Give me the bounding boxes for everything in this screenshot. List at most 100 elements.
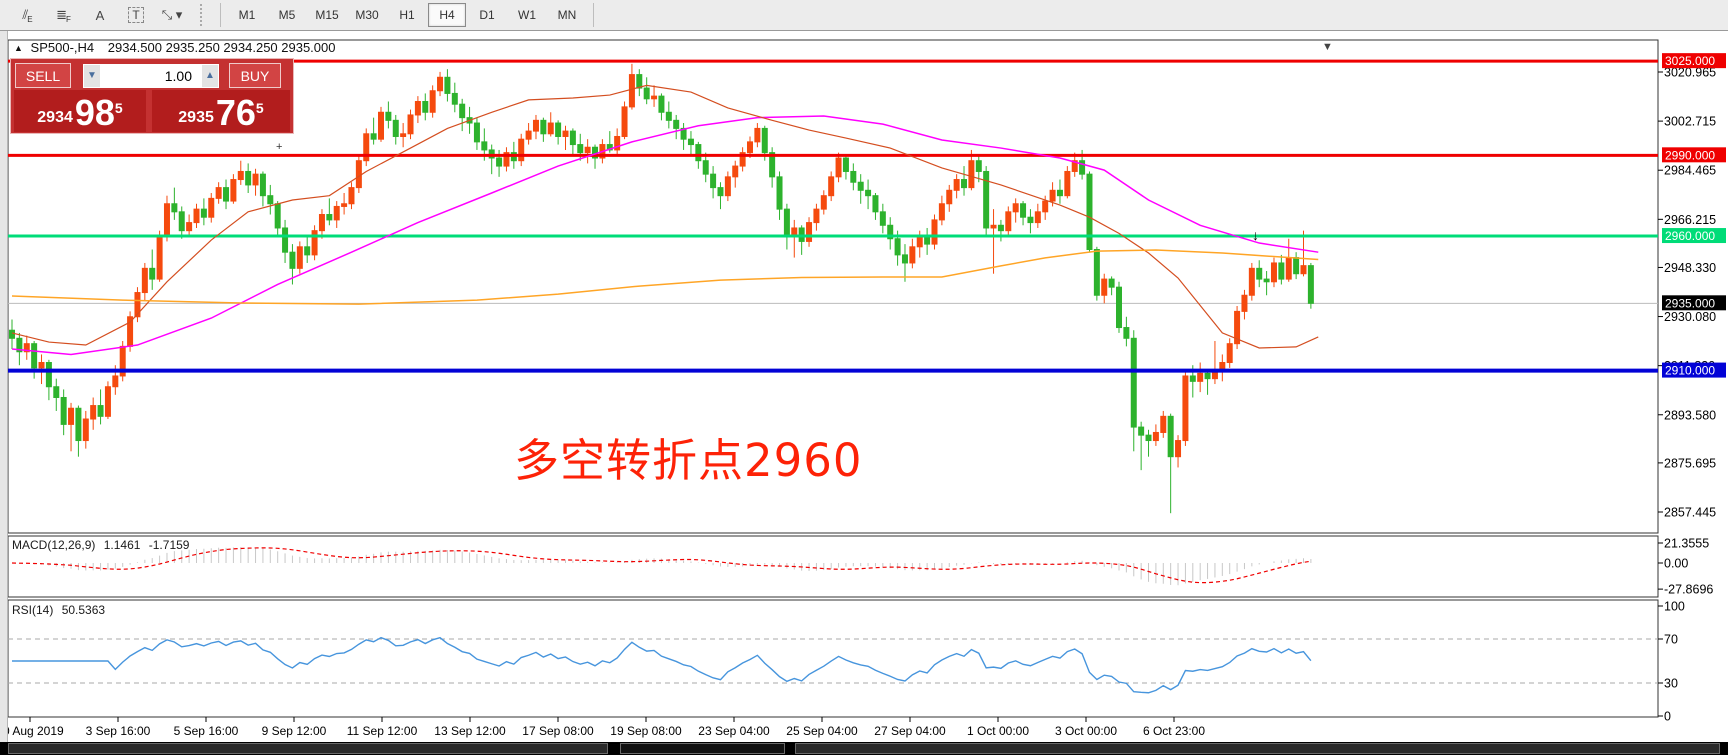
svg-text:2910.000: 2910.000	[1665, 364, 1715, 378]
ma-mid-magenta	[11, 115, 1319, 356]
svg-text:2960.000: 2960.000	[1665, 229, 1715, 243]
bottom-dock-segment[interactable]	[620, 743, 785, 754]
svg-text:1 Oct 00:00: 1 Oct 00:00	[967, 724, 1029, 738]
svg-text:5 Sep 16:00: 5 Sep 16:00	[174, 724, 239, 738]
volume-stepper: ▼ 1.00 ▲	[83, 63, 219, 88]
macd-value-main: 1.1461	[103, 538, 141, 552]
volume-input[interactable]: 1.00	[101, 63, 201, 88]
one-click-trading-panel: SELL ▼ 1.00 ▲ BUY 2934 98 5 2935 76 5	[10, 58, 294, 134]
symbol-label: SP500-,H4	[30, 40, 95, 55]
bottom-dock-bar	[0, 742, 1728, 755]
svg-text:3025.000: 3025.000	[1665, 54, 1715, 68]
sell-price-small: 2934	[37, 109, 73, 126]
text-icon[interactable]: A	[95, 7, 105, 23]
rsi-name: RSI(14)	[12, 603, 54, 617]
rsi-panel-border	[7, 599, 1659, 718]
price-axis: 3020.965 3002.715 2984.465 2966.215 2948.330…	[1658, 66, 1716, 519]
timeframe-button-M5[interactable]: M5	[278, 8, 296, 22]
drawing-tools-group: ⫽ E ≣ F A T ⤡ ▾	[10, 3, 190, 27]
ma-fast-redbrown	[11, 84, 1319, 349]
draw-channel-icon[interactable]: ⫽ E	[22, 7, 33, 24]
timeframe-button-H4[interactable]: H4	[428, 3, 466, 27]
collapse-arrow-icon[interactable]: ▲	[14, 43, 23, 53]
svg-text:30: 30	[1664, 677, 1678, 691]
fibonacci-icon[interactable]: ≣ F	[56, 7, 71, 24]
timeframe-button-MN[interactable]: MN	[557, 8, 577, 22]
toolbar-separator-2	[593, 3, 594, 27]
svg-text:11 Sep 12:00: 11 Sep 12:00	[347, 724, 418, 738]
svg-text:2857.445: 2857.445	[1664, 505, 1716, 519]
buy-price-big: 76	[215, 91, 256, 133]
chart-annotation-text: 多空转折点2960	[514, 434, 863, 487]
macd-histogram	[18, 547, 1312, 586]
toolbar-separator	[220, 3, 221, 27]
ma-slow-gold	[11, 249, 1319, 305]
rsi-line	[12, 636, 1312, 694]
date-axis: 30 Aug 2019 3 Sep 16:00 5 Sep 16:00 9 Sep 1…	[0, 717, 1205, 738]
macd-axis: 21.3555 0.00 -27.8696	[1658, 536, 1713, 597]
timeframe-button-M30[interactable]: M30	[355, 8, 379, 22]
buy-price-small: 2935	[178, 109, 214, 126]
chart-title: ▲ SP500-,H4 2934.500 2935.250 2934.250 2…	[14, 40, 336, 55]
svg-text:30 Aug 2019: 30 Aug 2019	[0, 724, 64, 738]
svg-text:2930.080: 2930.080	[1664, 310, 1716, 324]
price-badge: 2910.000	[1662, 362, 1726, 378]
trade-controls-row: SELL ▼ 1.00 ▲ BUY	[11, 59, 293, 89]
timeframe-button-D1[interactable]: D1	[479, 8, 495, 22]
svg-text:19 Sep 08:00: 19 Sep 08:00	[610, 724, 682, 738]
svg-text:9 Sep 12:00: 9 Sep 12:00	[262, 724, 327, 738]
macd-label: MACD(12,26,9) 1.1461 -1.7159	[12, 538, 189, 552]
svg-text:100: 100	[1664, 600, 1685, 614]
ohlc-values: 2934.500 2935.250 2934.250 2935.000	[107, 40, 336, 55]
bottom-dock-segment[interactable]	[8, 743, 608, 754]
buy-button[interactable]: BUY	[229, 63, 281, 88]
buy-price-sup: 5	[255, 100, 264, 116]
svg-text:3 Oct 00:00: 3 Oct 00:00	[1055, 724, 1117, 738]
toolbar-grip[interactable]	[200, 4, 208, 26]
text-label-icon[interactable]: T	[119, 3, 153, 27]
timeframe-button-H1[interactable]: H1	[399, 8, 415, 22]
chart-shift-triangle-icon: ▼	[1322, 41, 1333, 53]
price-badge: 2960.000	[1662, 228, 1726, 244]
volume-up-button[interactable]: ▲	[201, 63, 219, 88]
bottom-dock-segment[interactable]	[795, 743, 1720, 754]
buy-price-display[interactable]: 2935 76 5	[152, 90, 290, 132]
svg-text:-27.8696: -27.8696	[1664, 583, 1713, 597]
svg-text:3002.715: 3002.715	[1664, 115, 1716, 129]
price-badge: 3025.000	[1662, 53, 1726, 69]
svg-text:2935.000: 2935.000	[1665, 296, 1715, 310]
volume-down-button[interactable]: ▼	[83, 63, 101, 88]
top-toolbar: ⫽ E ≣ F A T ⤡ ▾ M1 M5 M15 M30 H1 H4 D1 W1 MN	[0, 0, 1728, 31]
sell-price-big: 98	[74, 91, 115, 133]
svg-text:25 Sep 04:00: 25 Sep 04:00	[786, 724, 858, 738]
svg-text:6 Oct 23:00: 6 Oct 23:00	[1143, 724, 1205, 738]
candles-layer	[9, 63, 1314, 514]
rsi-value: 50.5363	[61, 603, 106, 617]
price-badge: 2990.000	[1662, 147, 1726, 163]
svg-text:2948.330: 2948.330	[1664, 261, 1716, 275]
macd-name: MACD(12,26,9)	[12, 538, 96, 552]
sell-price-display[interactable]: 2934 98 5	[14, 90, 146, 132]
svg-text:2990.000: 2990.000	[1665, 148, 1715, 162]
timeframe-button-W1[interactable]: W1	[518, 8, 536, 22]
svg-text:3020.965: 3020.965	[1664, 66, 1716, 80]
timeframe-button-M15[interactable]: M15	[315, 8, 339, 22]
price-badge: 2935.000	[1662, 295, 1726, 311]
svg-text:2893.580: 2893.580	[1664, 408, 1716, 422]
macd-panel-border	[7, 535, 1659, 598]
sell-price-sup: 5	[114, 100, 123, 116]
svg-text:0: 0	[1664, 710, 1671, 724]
timeframe-group: M1 M5 M15 M30 H1 H4 D1 W1 MN	[227, 3, 587, 27]
svg-text:2966.215: 2966.215	[1664, 213, 1716, 227]
sell-button[interactable]: SELL	[15, 63, 71, 88]
cursor-arrow-icon: ↓	[1252, 227, 1259, 243]
arrange-arrows-icon[interactable]: ⤡ ▾	[161, 7, 183, 22]
svg-text:17 Sep 08:00: 17 Sep 08:00	[522, 724, 594, 738]
timeframe-button-M1[interactable]: M1	[238, 8, 256, 22]
rsi-axis: 100 70 30 0	[1658, 600, 1685, 724]
rsi-label: RSI(14) 50.5363	[12, 603, 105, 617]
svg-text:23 Sep 04:00: 23 Sep 04:00	[698, 724, 770, 738]
macd-value-signal: -1.7159	[148, 538, 190, 552]
